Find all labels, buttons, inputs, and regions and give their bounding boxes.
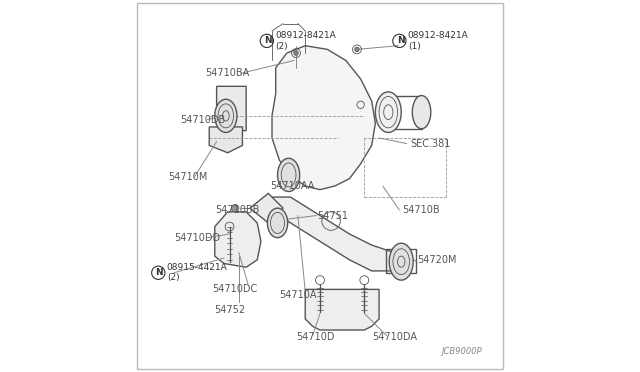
- Text: 54710D: 54710D: [296, 332, 335, 342]
- PathPatch shape: [305, 289, 379, 330]
- Text: 54710DC: 54710DC: [212, 284, 258, 294]
- Text: 54710BB: 54710BB: [215, 205, 259, 215]
- Ellipse shape: [215, 99, 237, 132]
- PathPatch shape: [250, 193, 283, 223]
- Circle shape: [294, 51, 298, 55]
- Text: 54752: 54752: [214, 305, 245, 315]
- Text: 54710DD: 54710DD: [174, 233, 220, 243]
- Text: 54710A: 54710A: [279, 290, 317, 300]
- Ellipse shape: [268, 208, 288, 238]
- Text: N: N: [156, 268, 163, 277]
- PathPatch shape: [216, 86, 246, 131]
- Text: 54710B: 54710B: [402, 205, 440, 215]
- Text: 54751: 54751: [317, 211, 348, 221]
- Text: 54720M: 54720M: [417, 255, 456, 265]
- Circle shape: [232, 205, 239, 212]
- Text: N: N: [264, 36, 272, 45]
- Ellipse shape: [278, 158, 300, 192]
- Text: 54710AA: 54710AA: [270, 181, 314, 191]
- PathPatch shape: [215, 212, 261, 267]
- Text: JCB9000P: JCB9000P: [442, 347, 483, 356]
- PathPatch shape: [272, 46, 376, 190]
- Text: 54710M: 54710M: [168, 172, 208, 182]
- Text: N: N: [397, 36, 404, 45]
- Text: 54710BA: 54710BA: [205, 68, 250, 78]
- PathPatch shape: [209, 127, 243, 153]
- Circle shape: [355, 47, 359, 52]
- Text: 08912-8421A
(1): 08912-8421A (1): [408, 31, 468, 51]
- Text: 54710DB: 54710DB: [180, 115, 225, 125]
- Ellipse shape: [389, 243, 413, 280]
- Text: 08915-4421A
(2): 08915-4421A (2): [167, 263, 228, 282]
- PathPatch shape: [268, 197, 394, 271]
- Text: SEC.381: SEC.381: [410, 138, 451, 148]
- Ellipse shape: [376, 92, 401, 132]
- Ellipse shape: [412, 96, 431, 129]
- Text: 54710DA: 54710DA: [372, 332, 417, 342]
- Text: 08912-8421A
(2): 08912-8421A (2): [275, 31, 336, 51]
